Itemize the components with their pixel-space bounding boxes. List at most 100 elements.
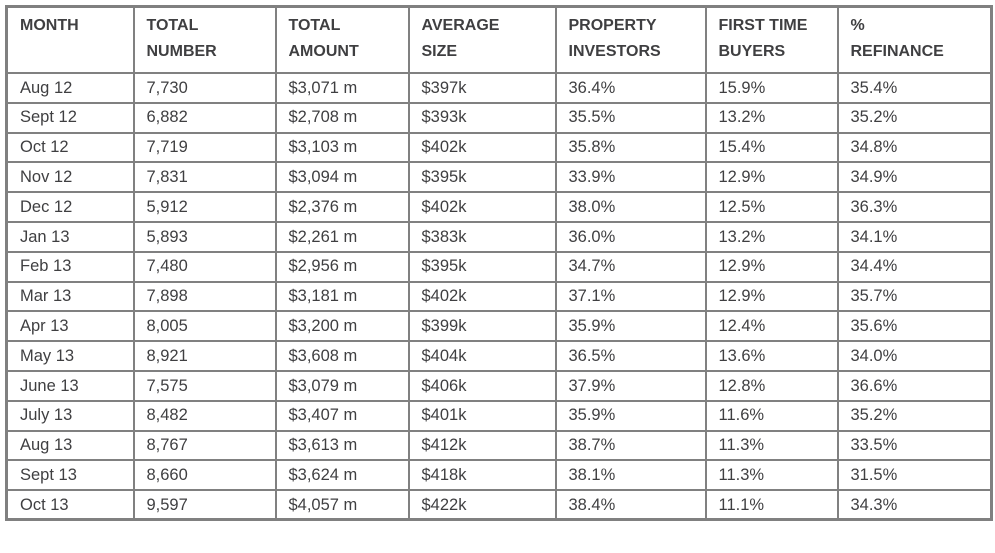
cell-average-size: $418k: [407, 459, 557, 492]
cell-total-amount: $3,103 m: [274, 131, 410, 164]
column-header-first-time-buyers: FIRST TIME BUYERS: [704, 5, 839, 74]
cell-property-investors: 37.1%: [554, 280, 707, 313]
cell-average-size: $395k: [407, 250, 557, 283]
cell-average-size: $401k: [407, 399, 557, 432]
table-row: Aug 13 8,767 $3,613 m $412k 38.7% 11.3% 33.5%: [5, 429, 993, 462]
table-row: July 13 8,482 $3,407 m $401k 35.9% 11.6% 35.2%: [5, 399, 993, 432]
cell-first-time-buyers: 15.9%: [704, 72, 839, 104]
cell-pct-refinance: 35.7%: [836, 280, 993, 313]
cell-total-amount: $3,079 m: [274, 369, 410, 402]
cell-average-size: $393k: [407, 101, 557, 134]
cell-total-number: 7,575: [132, 369, 277, 402]
cell-total-number: 5,893: [132, 220, 277, 253]
column-header-average-size: AVERAGE SIZE: [407, 5, 557, 74]
table-row: Apr 13 8,005 $3,200 m $399k 35.9% 12.4% 35.6%: [5, 310, 993, 343]
cell-property-investors: 38.7%: [554, 429, 707, 462]
cell-total-amount: $2,956 m: [274, 250, 410, 283]
cell-average-size: $399k: [407, 310, 557, 343]
cell-property-investors: 35.9%: [554, 399, 707, 432]
cell-total-number: 7,831: [132, 161, 277, 194]
cell-property-investors: 35.9%: [554, 310, 707, 343]
cell-average-size: $402k: [407, 280, 557, 313]
cell-first-time-buyers: 13.2%: [704, 220, 839, 253]
cell-average-size: $395k: [407, 161, 557, 194]
cell-average-size: $406k: [407, 369, 557, 402]
cell-average-size: $402k: [407, 191, 557, 223]
cell-total-number: 9,597: [132, 489, 277, 521]
table-row: June 13 7,575 $3,079 m $406k 37.9% 12.8% 36.6%: [5, 369, 993, 402]
cell-pct-refinance: 34.0%: [836, 340, 993, 372]
cell-month: Sept 12: [5, 101, 135, 134]
cell-total-amount: $2,708 m: [274, 101, 410, 134]
cell-first-time-buyers: 13.6%: [704, 340, 839, 372]
cell-pct-refinance: 36.6%: [836, 369, 993, 402]
header-row: MONTH TOTAL NUMBER TOTAL AMOUNT AVERAGE SIZ…: [5, 5, 993, 74]
cell-total-amount: $3,071 m: [274, 72, 410, 104]
cell-pct-refinance: 34.9%: [836, 161, 993, 194]
cell-property-investors: 38.4%: [554, 489, 707, 521]
cell-month: Aug 12: [5, 72, 135, 104]
cell-property-investors: 37.9%: [554, 369, 707, 402]
cell-property-investors: 35.5%: [554, 101, 707, 134]
cell-total-amount: $3,200 m: [274, 310, 410, 343]
cell-property-investors: 36.5%: [554, 340, 707, 372]
cell-pct-refinance: 35.2%: [836, 101, 993, 134]
cell-pct-refinance: 35.4%: [836, 72, 993, 104]
cell-total-number: 8,921: [132, 340, 277, 372]
cell-total-number: 5,912: [132, 191, 277, 223]
cell-property-investors: 36.4%: [554, 72, 707, 104]
table-body: Aug 12 7,730 $3,071 m $397k 36.4% 15.9% 35.4% S…: [5, 72, 993, 521]
cell-average-size: $412k: [407, 429, 557, 462]
cell-pct-refinance: 34.4%: [836, 250, 993, 283]
cell-first-time-buyers: 11.3%: [704, 429, 839, 462]
table-row: Mar 13 7,898 $3,181 m $402k 37.1% 12.9% 35.7%: [5, 280, 993, 313]
cell-first-time-buyers: 12.9%: [704, 250, 839, 283]
table-row: Nov 12 7,831 $3,094 m $395k 33.9% 12.9% 34.9%: [5, 161, 993, 194]
cell-total-number: 8,767: [132, 429, 277, 462]
cell-property-investors: 36.0%: [554, 220, 707, 253]
cell-property-investors: 35.8%: [554, 131, 707, 164]
table-row: Oct 13 9,597 $4,057 m $422k 38.4% 11.1% 34.3%: [5, 489, 993, 521]
cell-total-number: 8,482: [132, 399, 277, 432]
cell-month: May 13: [5, 340, 135, 372]
cell-total-number: 8,005: [132, 310, 277, 343]
cell-pct-refinance: 33.5%: [836, 429, 993, 462]
cell-average-size: $404k: [407, 340, 557, 372]
cell-first-time-buyers: 11.6%: [704, 399, 839, 432]
table-row: May 13 8,921 $3,608 m $404k 36.5% 13.6% 34.0%: [5, 340, 993, 372]
cell-first-time-buyers: 13.2%: [704, 101, 839, 134]
cell-month: Oct 12: [5, 131, 135, 164]
cell-month: Sept 13: [5, 459, 135, 492]
cell-total-amount: $3,624 m: [274, 459, 410, 492]
cell-average-size: $422k: [407, 489, 557, 521]
cell-pct-refinance: 34.8%: [836, 131, 993, 164]
cell-month: June 13: [5, 369, 135, 402]
table-row: Oct 12 7,719 $3,103 m $402k 35.8% 15.4% 34.8%: [5, 131, 993, 164]
cell-average-size: $402k: [407, 131, 557, 164]
cell-first-time-buyers: 12.8%: [704, 369, 839, 402]
cell-total-amount: $2,261 m: [274, 220, 410, 253]
table-header: MONTH TOTAL NUMBER TOTAL AMOUNT AVERAGE SIZ…: [5, 5, 993, 74]
table-row: Aug 12 7,730 $3,071 m $397k 36.4% 15.9% 35.4%: [5, 72, 993, 104]
cell-month: July 13: [5, 399, 135, 432]
cell-total-number: 8,660: [132, 459, 277, 492]
mortgage-data-table: MONTH TOTAL NUMBER TOTAL AMOUNT AVERAGE SIZ…: [5, 5, 993, 522]
column-header-property-investors: PROPERTY INVESTORS: [554, 5, 707, 74]
cell-total-number: 6,882: [132, 101, 277, 134]
cell-total-number: 7,898: [132, 280, 277, 313]
cell-average-size: $383k: [407, 220, 557, 253]
cell-pct-refinance: 34.3%: [836, 489, 993, 521]
cell-total-number: 7,719: [132, 131, 277, 164]
cell-first-time-buyers: 15.4%: [704, 131, 839, 164]
cell-first-time-buyers: 12.9%: [704, 161, 839, 194]
table-row: Jan 13 5,893 $2,261 m $383k 36.0% 13.2% 34.1%: [5, 220, 993, 253]
cell-month: Jan 13: [5, 220, 135, 253]
cell-total-number: 7,730: [132, 72, 277, 104]
cell-first-time-buyers: 12.5%: [704, 191, 839, 223]
table-row: Sept 12 6,882 $2,708 m $393k 35.5% 13.2% 35.2%: [5, 101, 993, 134]
cell-pct-refinance: 36.3%: [836, 191, 993, 223]
cell-average-size: $397k: [407, 72, 557, 104]
cell-total-amount: $3,407 m: [274, 399, 410, 432]
column-header-total-amount: TOTAL AMOUNT: [274, 5, 410, 74]
